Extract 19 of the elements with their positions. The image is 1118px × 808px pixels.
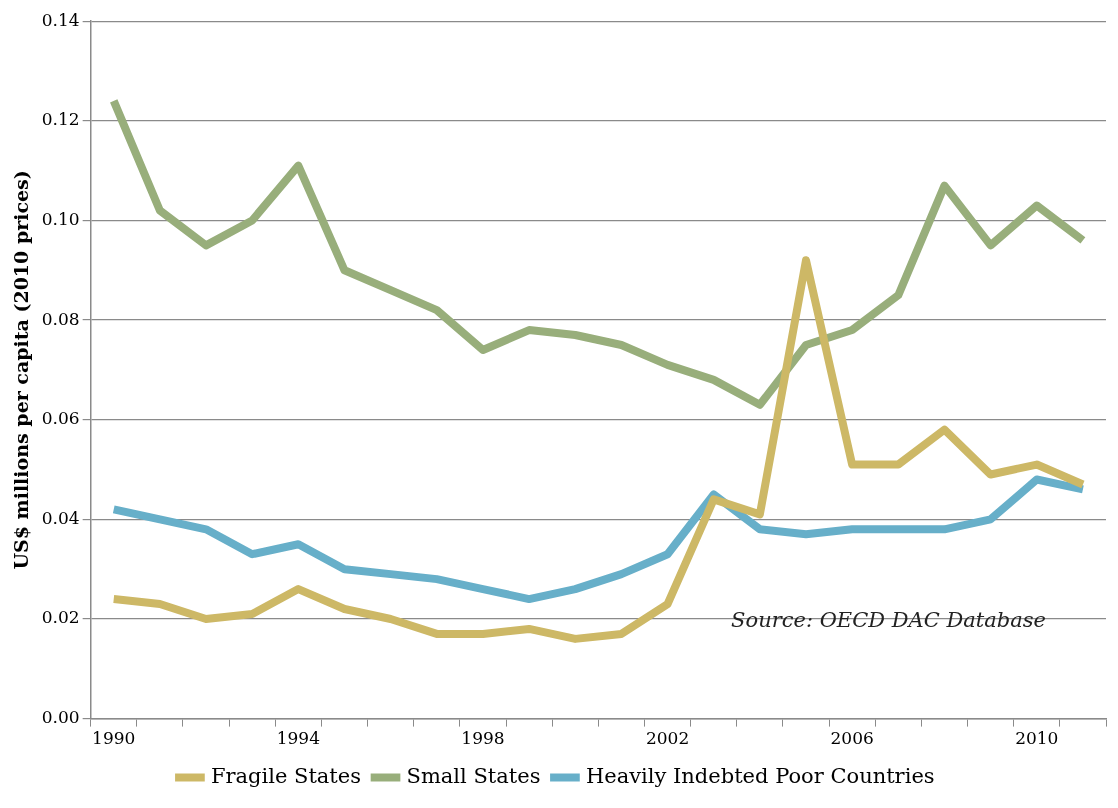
legend-label: Fragile States xyxy=(210,763,362,788)
x-tick-label: 2006 xyxy=(830,728,874,749)
y-axis-title: US$ millions per capita (2010 prices) xyxy=(10,170,33,570)
x-tick-label: 2002 xyxy=(645,728,690,749)
y-tick-label: 0.04 xyxy=(41,507,80,528)
y-tick-label: 0.10 xyxy=(41,208,80,229)
annotation: Source: OECD DAC Database xyxy=(731,607,1046,632)
legend-label: Heavily Indebted Poor Countries xyxy=(585,763,935,788)
legend-label: Small States xyxy=(406,763,541,788)
x-tick-label: 1990 xyxy=(92,728,136,749)
y-tick-label: 0.08 xyxy=(41,308,80,329)
y-tick-label: 0.00 xyxy=(41,707,80,728)
y-tick-label: 0.12 xyxy=(41,109,80,130)
y-tick-label: 0.06 xyxy=(41,408,80,429)
y-tick-label: 0.02 xyxy=(41,607,80,628)
x-tick-label: 1994 xyxy=(276,728,320,749)
x-tick-label: 2010 xyxy=(1015,728,1059,749)
y-tick-label: 0.14 xyxy=(41,9,80,30)
x-tick-label: 1998 xyxy=(461,728,505,749)
